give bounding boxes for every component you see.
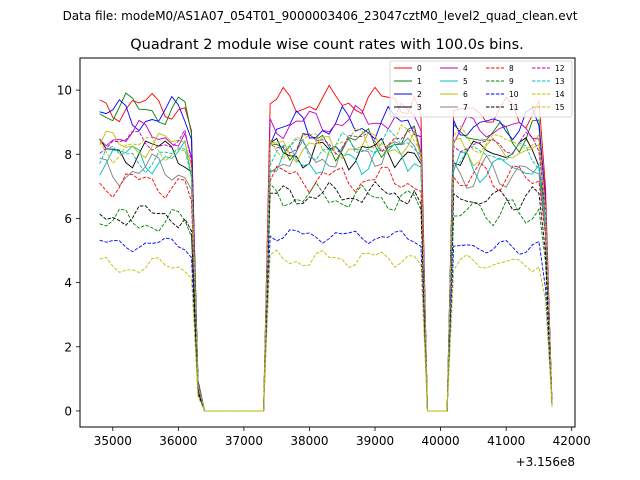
legend-label-5: 5 (463, 77, 468, 86)
legend-label-1: 1 (417, 77, 422, 86)
x-offset-label: +3.156e8 (516, 455, 575, 469)
legend-box (389, 60, 573, 118)
legend-label-4: 4 (463, 64, 468, 73)
legend-label-13: 13 (555, 77, 565, 86)
series-line-0 (99, 84, 553, 412)
series-line-14 (99, 249, 553, 412)
axes-layer: 35000 36000 37000 38000 39000 40000 41000 42000… (57, 84, 591, 448)
series-line-4 (99, 102, 553, 412)
y-tick-label: 0 (64, 404, 72, 418)
legend-label-0: 0 (417, 64, 422, 73)
series-line-9 (99, 181, 553, 412)
legend-label-9: 9 (509, 77, 514, 86)
x-tick-label: 42000 (553, 434, 591, 448)
suptitle: Data file: modeM0/AS1A07_054T01_90000034… (63, 9, 578, 23)
y-tick-label: 8 (64, 148, 72, 162)
chart-title: Quadrant 2 module wise count rates with … (130, 37, 524, 53)
plot-frame (79, 57, 576, 428)
series-line-12 (99, 126, 553, 412)
y-tick-label: 10 (57, 84, 72, 98)
legend-label-8: 8 (509, 64, 514, 73)
x-tick-label: 36000 (159, 434, 197, 448)
legend-label-15: 15 (555, 103, 565, 112)
legend-label-2: 2 (417, 90, 422, 99)
y-tick-label: 2 (64, 340, 72, 354)
x-tick-label: 37000 (225, 434, 263, 448)
x-tick-label: 40000 (422, 434, 460, 448)
legend-label-6: 6 (463, 90, 468, 99)
series-layer (99, 84, 553, 412)
legend-label-11: 11 (509, 103, 519, 112)
x-tick-label: 39000 (356, 434, 394, 448)
series-line-8 (99, 161, 553, 412)
series-line-7 (99, 137, 553, 412)
legend-label-10: 10 (509, 90, 519, 99)
series-line-1 (99, 92, 553, 412)
legend-label-12: 12 (555, 64, 565, 73)
y-tick-label: 6 (64, 212, 72, 226)
series-line-11 (99, 180, 553, 412)
series-line-15 (99, 124, 553, 412)
series-line-13 (99, 128, 553, 412)
legend-label-3: 3 (417, 103, 422, 112)
legend-label-7: 7 (463, 103, 468, 112)
series-line-3 (99, 137, 553, 412)
series-line-5 (99, 139, 553, 412)
legend-label-14: 14 (555, 90, 565, 99)
x-tick-label: 41000 (487, 434, 525, 448)
series-line-6 (99, 129, 553, 412)
x-tick-label: 35000 (94, 434, 132, 448)
series-line-10 (99, 229, 553, 412)
x-tick-label: 38000 (290, 434, 328, 448)
y-tick-label: 4 (64, 276, 72, 290)
